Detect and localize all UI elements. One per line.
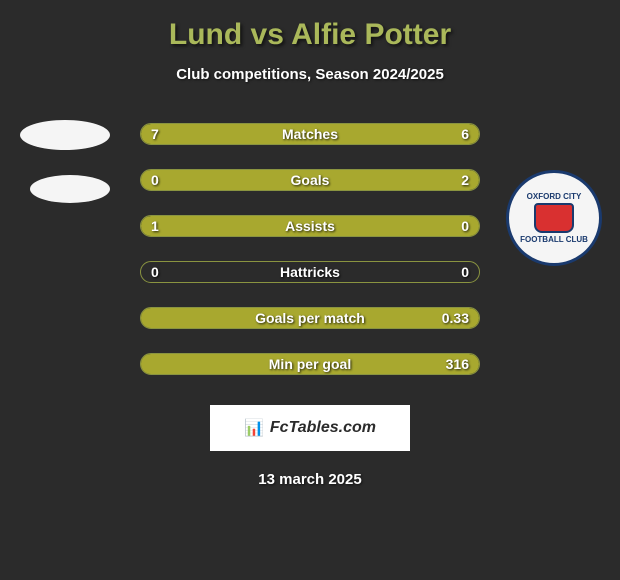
stat-label: Assists <box>141 216 479 236</box>
stat-value-right: 6 <box>461 124 469 144</box>
stat-value-right: 0 <box>461 216 469 236</box>
comparison-card: Lund vs Alfie Potter Club competitions, … <box>0 0 620 580</box>
stat-row-min-per-goal: Min per goal 316 <box>140 353 480 375</box>
watermark-text: FcTables.com <box>270 419 376 437</box>
stat-value-right: 0 <box>461 262 469 282</box>
stat-value-right: 316 <box>446 354 469 374</box>
stat-row-assists: 1 Assists 0 <box>140 215 480 237</box>
stats-list: 7 Matches 6 0 Goals 2 1 Assists 0 0 Hatt… <box>0 123 620 375</box>
stat-label: Goals <box>141 170 479 190</box>
stat-label: Min per goal <box>141 354 479 374</box>
stat-row-hattricks: 0 Hattricks 0 <box>140 261 480 283</box>
watermark-badge[interactable]: 📊 FcTables.com <box>210 405 410 451</box>
stat-label: Goals per match <box>141 308 479 328</box>
stat-row-matches: 7 Matches 6 <box>140 123 480 145</box>
stat-value-right: 0.33 <box>442 308 469 328</box>
page-title: Lund vs Alfie Potter <box>0 18 620 52</box>
stat-row-goals-per-match: Goals per match 0.33 <box>140 307 480 329</box>
subtitle: Club competitions, Season 2024/2025 <box>0 66 620 83</box>
stat-value-right: 2 <box>461 170 469 190</box>
date-label: 13 march 2025 <box>0 471 620 488</box>
chart-icon: 📊 <box>244 418 264 438</box>
stat-label: Matches <box>141 124 479 144</box>
stat-row-goals: 0 Goals 2 <box>140 169 480 191</box>
stat-label: Hattricks <box>141 262 479 282</box>
